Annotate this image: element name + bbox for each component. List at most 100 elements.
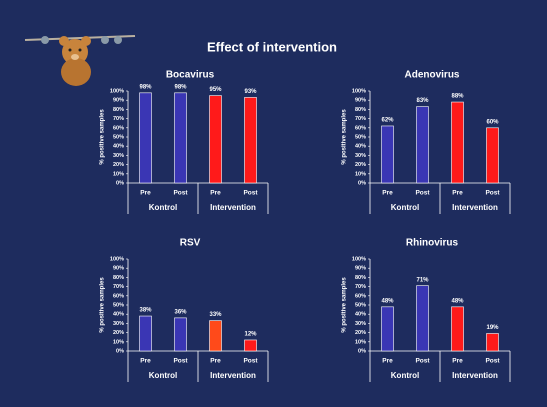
y-tick-label: 100% <box>110 256 124 262</box>
y-tick-label: 50% <box>113 134 124 140</box>
chart-title: RSV <box>180 238 201 249</box>
value-label: 98% <box>139 84 152 90</box>
y-tick-label: 30% <box>113 153 124 159</box>
group-label: Intervention <box>452 371 498 380</box>
bar <box>416 285 429 352</box>
y-tick-label: 30% <box>355 321 366 327</box>
y-tick-label: 10% <box>355 171 366 177</box>
y-tick-label: 50% <box>355 302 366 308</box>
bar <box>451 306 464 352</box>
y-tick-label: 40% <box>355 312 366 318</box>
y-tick-label: 70% <box>355 116 366 122</box>
bar <box>486 127 499 184</box>
y-tick-label: 40% <box>113 312 124 318</box>
bar <box>416 106 429 184</box>
bar <box>381 306 394 352</box>
y-axis-label: % positive samples <box>342 277 348 333</box>
bar <box>139 315 152 352</box>
bar <box>244 97 257 184</box>
y-axis-label: % positive samples <box>100 109 106 165</box>
y-axis-label: % positive samples <box>342 109 348 165</box>
value-label: 98% <box>174 84 187 90</box>
bar <box>209 320 222 352</box>
value-label: 93% <box>244 89 257 95</box>
y-tick-label: 20% <box>355 162 366 168</box>
x-tick-label: Pre <box>140 358 151 365</box>
value-label: 19% <box>486 325 499 331</box>
y-tick-label: 0% <box>116 348 124 354</box>
y-tick-label: 10% <box>113 339 124 345</box>
y-tick-label: 60% <box>355 293 366 299</box>
y-tick-label: 60% <box>355 125 366 131</box>
y-tick-label: 80% <box>355 107 366 113</box>
value-label: 48% <box>381 298 394 304</box>
y-tick-label: 20% <box>113 162 124 168</box>
y-tick-label: 100% <box>352 88 366 94</box>
group-label: Kontrol <box>149 371 177 380</box>
y-tick-label: 10% <box>355 339 366 345</box>
x-tick-label: Pre <box>140 190 151 197</box>
y-tick-label: 90% <box>355 266 366 272</box>
y-tick-label: 100% <box>110 88 124 94</box>
x-tick-label: Post <box>415 190 430 197</box>
y-tick-label: 80% <box>355 275 366 281</box>
bar <box>451 101 464 184</box>
value-label: 62% <box>381 118 394 124</box>
x-tick-label: Post <box>485 358 500 365</box>
group-label: Kontrol <box>391 203 419 212</box>
group-label: Intervention <box>210 371 256 380</box>
value-label: 95% <box>209 87 222 93</box>
bar <box>174 92 187 184</box>
bar <box>209 95 222 184</box>
value-label: 33% <box>209 312 222 318</box>
y-tick-label: 50% <box>113 302 124 308</box>
group-label: Intervention <box>452 203 498 212</box>
x-tick-label: Pre <box>452 190 463 197</box>
y-tick-label: 70% <box>113 284 124 290</box>
y-tick-label: 80% <box>113 107 124 113</box>
y-tick-label: 20% <box>113 330 124 336</box>
x-tick-label: Pre <box>382 358 393 365</box>
bar <box>174 317 187 352</box>
value-label: 88% <box>451 94 464 100</box>
group-label: Intervention <box>210 203 256 212</box>
bar <box>244 339 257 352</box>
y-tick-label: 50% <box>355 134 366 140</box>
y-tick-label: 30% <box>355 153 366 159</box>
y-tick-label: 70% <box>113 116 124 122</box>
y-tick-label: 20% <box>355 330 366 336</box>
y-tick-label: 40% <box>113 144 124 150</box>
x-tick-label: Post <box>415 358 430 365</box>
y-tick-label: 90% <box>113 98 124 104</box>
y-tick-label: 100% <box>352 256 366 262</box>
y-tick-label: 30% <box>113 321 124 327</box>
x-tick-label: Post <box>485 190 500 197</box>
value-label: 83% <box>416 98 429 104</box>
x-tick-label: Post <box>243 190 258 197</box>
chart-title: Bocavirus <box>166 70 215 81</box>
y-tick-label: 10% <box>113 171 124 177</box>
page-title: Effect of intervention <box>207 39 337 54</box>
bar <box>486 333 499 352</box>
x-tick-label: Pre <box>452 358 463 365</box>
chart-title: Rhinovirus <box>406 238 459 249</box>
value-label: 36% <box>174 309 187 315</box>
y-tick-label: 40% <box>355 144 366 150</box>
y-tick-label: 90% <box>113 266 124 272</box>
y-tick-label: 90% <box>355 98 366 104</box>
y-tick-label: 60% <box>113 293 124 299</box>
value-label: 71% <box>416 277 429 283</box>
group-label: Kontrol <box>149 203 177 212</box>
value-label: 38% <box>139 308 152 314</box>
bar <box>381 125 394 184</box>
y-tick-label: 70% <box>355 284 366 290</box>
y-axis-label: % positive samples <box>100 277 106 333</box>
value-label: 12% <box>244 332 257 338</box>
chart-title: Adenovirus <box>404 70 459 81</box>
value-label: 48% <box>451 298 464 304</box>
x-tick-label: Post <box>173 358 188 365</box>
x-tick-label: Pre <box>210 190 221 197</box>
teddy-decoration <box>24 35 136 86</box>
y-tick-label: 0% <box>116 180 124 186</box>
